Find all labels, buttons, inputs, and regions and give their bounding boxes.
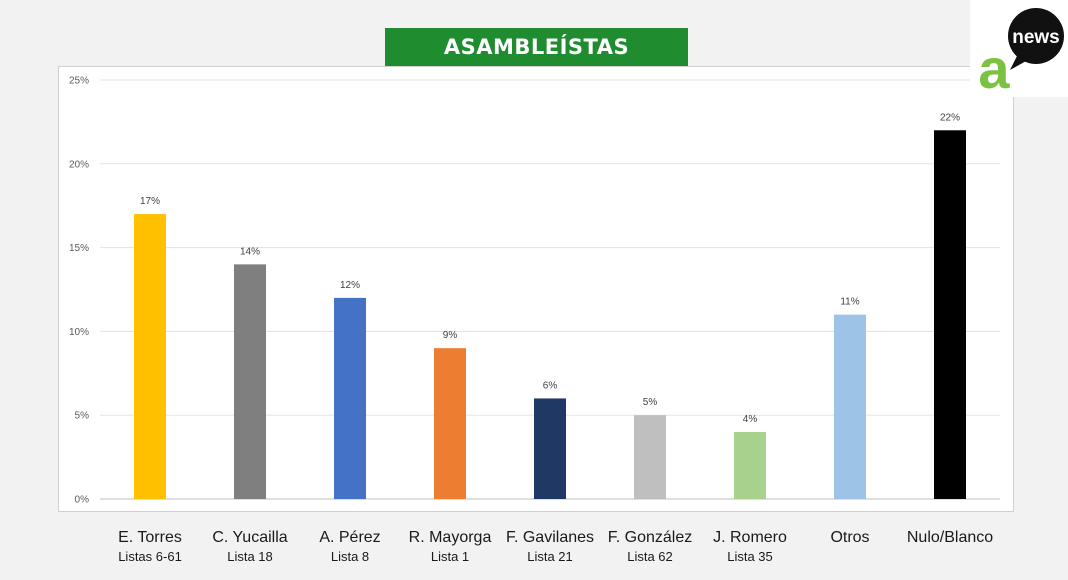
logo-text: news <box>1012 27 1060 48</box>
y-tick-label: 20% <box>69 159 89 170</box>
x-tick-label: Otros <box>830 529 869 546</box>
x-tick-sublabel: Lista 62 <box>627 549 673 564</box>
data-label: 14% <box>240 246 260 257</box>
data-label: 11% <box>840 297 859 308</box>
bar <box>234 264 266 499</box>
y-tick-label: 10% <box>69 327 89 338</box>
data-label: 22% <box>940 112 960 123</box>
bar <box>134 214 166 499</box>
bar <box>734 431 766 499</box>
x-tick-sublabel: Lista 35 <box>727 549 773 564</box>
bar <box>334 297 366 499</box>
bar <box>834 314 866 499</box>
data-label: 12% <box>340 280 360 291</box>
x-tick-label: R. Mayorga <box>409 529 492 546</box>
x-tick-label: F. Gavilanes <box>506 529 594 546</box>
data-label: 5% <box>643 397 658 408</box>
x-tick-sublabel: Listas 6-61 <box>118 549 182 564</box>
anews-logo: news a <box>970 0 1068 100</box>
x-tick-sublabel: Lista 1 <box>431 549 469 564</box>
chart-title: ASAMBLEÍSTAS <box>385 28 688 66</box>
x-tick-label: J. Romero <box>713 529 787 546</box>
x-tick-sublabel: Lista 21 <box>527 549 573 564</box>
bar <box>434 348 466 499</box>
data-label: 9% <box>443 330 458 341</box>
logo-mark: a <box>978 37 1010 97</box>
data-label: 17% <box>140 196 160 207</box>
data-label: 6% <box>543 380 558 391</box>
data-label: 4% <box>743 414 758 425</box>
y-tick-label: 25% <box>69 76 89 87</box>
bar <box>934 130 966 499</box>
x-tick-label: E. Torres <box>118 529 182 546</box>
bar <box>634 415 666 499</box>
anews-logo-icon: news a <box>978 8 1064 100</box>
x-tick-sublabel: Lista 8 <box>331 549 369 564</box>
x-tick-label: A. Pérez <box>319 529 380 546</box>
x-tick-sublabel: Lista 18 <box>227 549 273 564</box>
y-tick-label: 5% <box>75 411 90 422</box>
y-tick-label: 15% <box>69 243 89 254</box>
bar <box>534 398 566 499</box>
logo-bubble-tail <box>1010 54 1028 70</box>
y-tick-label: 0% <box>75 495 90 506</box>
x-tick-label: F. González <box>608 529 692 546</box>
x-tick-label: Nulo/Blanco <box>907 529 993 546</box>
logo-bubble <box>1008 8 1064 64</box>
x-tick-label: C. Yucailla <box>212 529 287 546</box>
